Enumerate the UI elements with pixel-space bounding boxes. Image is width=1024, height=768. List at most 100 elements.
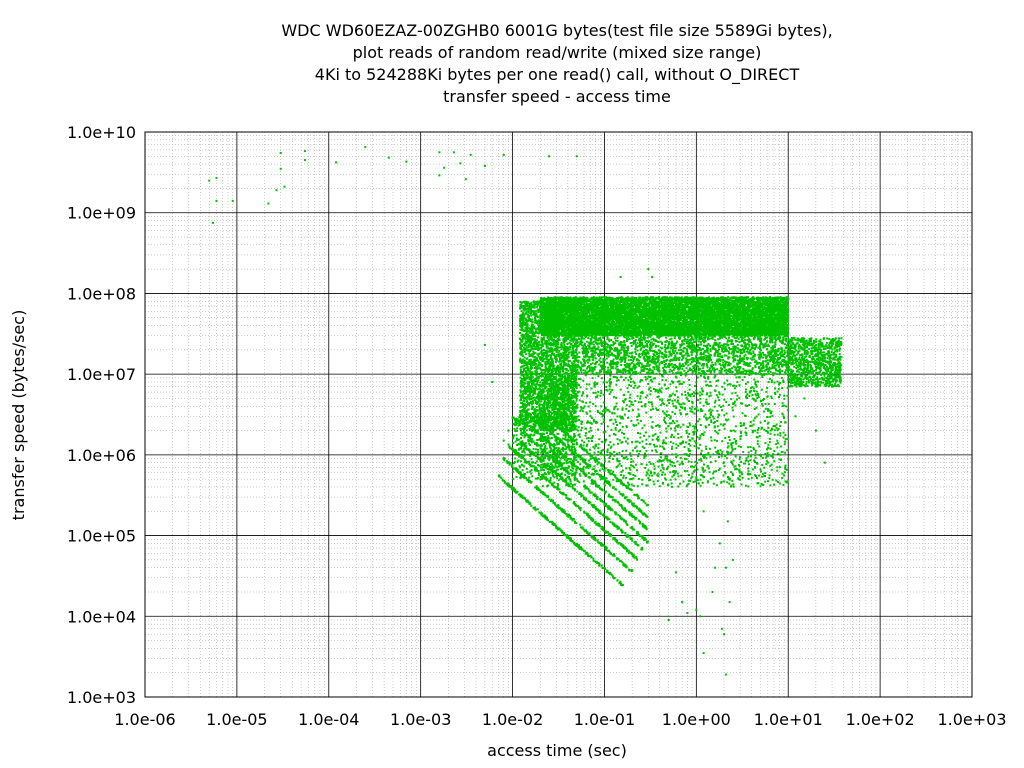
- data-point: [569, 365, 572, 368]
- data-point: [525, 398, 528, 400]
- data-point: [562, 356, 565, 359]
- data-point: [556, 389, 559, 392]
- data-point: [568, 348, 571, 351]
- data-point: [525, 335, 528, 338]
- data-point: [565, 337, 568, 340]
- data-point: [724, 566, 727, 569]
- data-point: [520, 374, 523, 377]
- data-point: [537, 311, 540, 313]
- data-point: [502, 439, 505, 442]
- data-point: [545, 386, 548, 389]
- data-point: [571, 373, 574, 375]
- data-point: [526, 313, 529, 316]
- data-point: [527, 412, 530, 415]
- data-point: [519, 410, 522, 413]
- data-point: [543, 390, 546, 393]
- data-point: [531, 347, 534, 349]
- data-point: [521, 378, 524, 381]
- data-point: [568, 359, 571, 362]
- data-point: [686, 611, 689, 614]
- data-point: [548, 339, 551, 342]
- data-point: [526, 325, 529, 328]
- data-point: [552, 361, 555, 364]
- data-point: [562, 319, 564, 322]
- data-point: [521, 339, 524, 342]
- data-point: [563, 358, 566, 361]
- data-point: [526, 388, 529, 391]
- data-point: [550, 391, 553, 394]
- data-point: [531, 337, 534, 340]
- data-point: [565, 399, 568, 402]
- data-point: [786, 333, 789, 336]
- data-point: [556, 373, 559, 375]
- data-point: [537, 343, 540, 346]
- data-point: [569, 339, 572, 342]
- data-point: [552, 398, 554, 401]
- data-point: [554, 329, 557, 332]
- data-point: [563, 339, 566, 342]
- data-point: [525, 404, 528, 406]
- data-point: [548, 155, 551, 158]
- data-point: [523, 300, 526, 303]
- data-point: [535, 374, 538, 376]
- data-point: [561, 354, 564, 357]
- data-point: [558, 377, 561, 380]
- data-point: [559, 418, 562, 421]
- data-point: [561, 388, 564, 391]
- data-point: [537, 363, 540, 366]
- data-point: [527, 316, 530, 318]
- data-point: [548, 350, 551, 353]
- data-point: [530, 304, 532, 307]
- data-point: [570, 407, 573, 410]
- data-point: [521, 358, 524, 361]
- data-point: [562, 359, 565, 362]
- data-point: [530, 401, 533, 404]
- data-point: [573, 417, 576, 420]
- data-point: [575, 428, 578, 431]
- data-point: [525, 338, 528, 341]
- data-point: [535, 312, 538, 315]
- data-point: [522, 346, 525, 349]
- data-point: [521, 355, 524, 357]
- data-point: [530, 398, 533, 400]
- data-point: [535, 339, 538, 342]
- data-point: [536, 400, 539, 403]
- data-point: [535, 300, 538, 303]
- data-point: [570, 375, 573, 377]
- data-point: [520, 386, 523, 389]
- data-point: [549, 355, 552, 358]
- data-point: [544, 401, 547, 404]
- data-point: [231, 199, 234, 202]
- data-point: [543, 339, 546, 342]
- data-point: [533, 399, 536, 401]
- data-point: [520, 397, 523, 400]
- data-point: [521, 393, 524, 396]
- data-point: [538, 352, 541, 355]
- data-point: [539, 384, 542, 387]
- data-point: [571, 346, 574, 348]
- data-point: [530, 358, 533, 361]
- data-point: [543, 409, 546, 412]
- data-point: [528, 419, 531, 422]
- data-point: [537, 392, 540, 395]
- data-point: [522, 420, 525, 423]
- data-point: [534, 363, 536, 365]
- data-point: [570, 354, 573, 357]
- data-point: [549, 414, 552, 417]
- data-point: [534, 330, 537, 333]
- data-point: [551, 352, 554, 355]
- data-point: [560, 374, 563, 377]
- data-point: [803, 397, 806, 400]
- data-point: [539, 343, 542, 346]
- data-point: [335, 161, 338, 164]
- data-point: [520, 395, 523, 398]
- data-point: [564, 357, 567, 360]
- data-point: [533, 347, 536, 350]
- data-point: [548, 354, 551, 357]
- data-point: [546, 377, 549, 380]
- data-point: [530, 337, 533, 339]
- data-point: [556, 422, 558, 425]
- data-point: [684, 308, 686, 311]
- scatter-points: [208, 146, 843, 676]
- data-point: [555, 370, 558, 373]
